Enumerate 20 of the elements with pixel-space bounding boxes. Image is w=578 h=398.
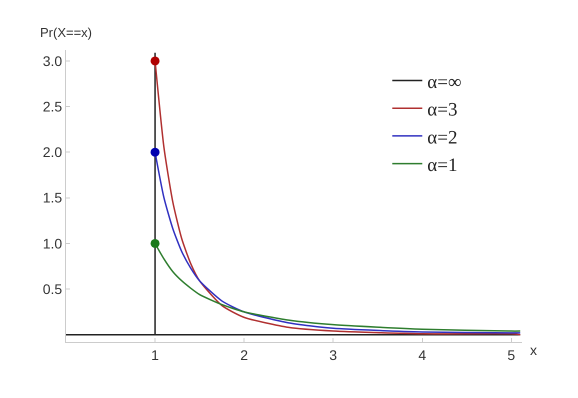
y-tick-label: 2.0 (42, 144, 62, 160)
y-tick-label: 1.0 (42, 235, 62, 252)
x-tick-label: 2 (240, 346, 248, 363)
y-tick-label: 1.5 (42, 190, 62, 206)
point (150, 238, 160, 248)
legend-label: α=3 (427, 100, 458, 121)
legend-label: α=∞ (427, 72, 462, 93)
y-tick-label: 0.5 (42, 280, 62, 297)
legend-label: α=1 (427, 155, 458, 176)
x-tick-label: 3 (329, 346, 338, 363)
y-tick-label: 2.5 (42, 98, 62, 114)
x-axis-title: x (530, 342, 537, 358)
point (150, 56, 160, 66)
legend-label: α=2 (427, 127, 458, 148)
x-tick-label: 1 (151, 346, 160, 363)
x-tick-label: 5 (507, 346, 516, 363)
y-axis-title: Pr(X==x) (40, 25, 92, 40)
y-tick-label: 3.0 (42, 52, 62, 69)
x-tick-label: 4 (418, 346, 426, 363)
point (150, 148, 160, 157)
